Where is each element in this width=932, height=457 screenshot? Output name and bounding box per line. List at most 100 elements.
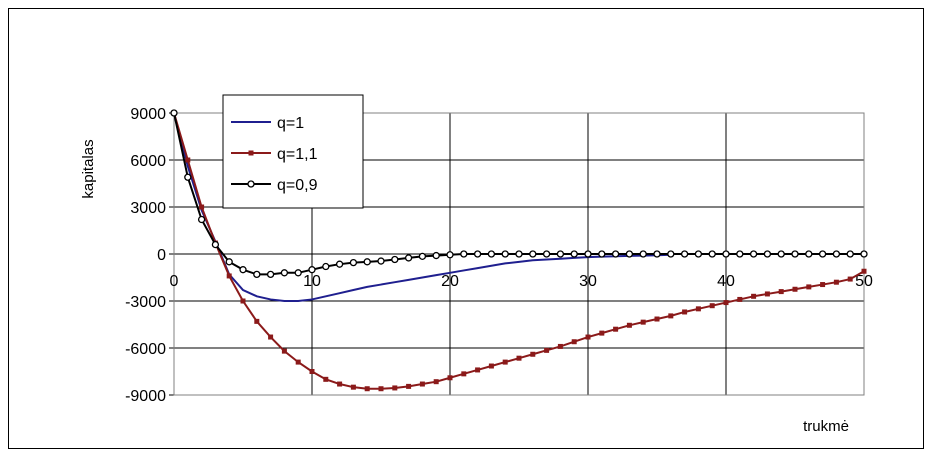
data-point: [846, 250, 854, 258]
data-point: [571, 339, 577, 345]
data-point: [668, 313, 674, 319]
data-point: [488, 363, 494, 369]
data-point: [736, 250, 744, 258]
legend-label: q=1,1: [277, 146, 318, 163]
data-point: [806, 284, 812, 290]
data-point: [501, 250, 509, 258]
data-point: [542, 250, 551, 258]
x-tick-label: 30: [579, 273, 597, 290]
data-point: [544, 347, 550, 353]
data-point: [847, 276, 853, 282]
data-point: [460, 250, 468, 258]
data-point: [475, 367, 481, 373]
data-point: [777, 250, 785, 258]
data-point: [708, 250, 716, 258]
series-layer: [170, 109, 868, 392]
legend-item: q=1,1: [231, 146, 318, 163]
data-point: [792, 286, 798, 292]
data-point: [406, 383, 412, 389]
data-point: [832, 250, 841, 258]
data-point: [818, 250, 827, 258]
legend-item: q=0,9: [231, 177, 318, 194]
data-point: [737, 296, 743, 302]
data-point: [584, 250, 592, 258]
data-point: [322, 262, 330, 271]
y-tick-label: -3000: [125, 294, 166, 311]
data-point: [247, 180, 255, 188]
data-point: [653, 250, 661, 258]
data-point: [833, 279, 839, 285]
data-point: [861, 268, 867, 274]
data-point: [199, 204, 205, 210]
data-point: [185, 157, 191, 163]
y-tick-label: 9000: [130, 106, 166, 123]
legend-label: q=1: [277, 115, 304, 132]
data-point: [515, 250, 523, 258]
chart-frame: 9000 6000 3000 0 -3000 -6000 -9000 0 10 20 30 40 50…: [8, 8, 924, 449]
data-point: [639, 250, 647, 258]
data-point: [433, 379, 439, 385]
data-point: [418, 252, 427, 261]
data-point: [377, 257, 385, 265]
data-point: [266, 270, 275, 279]
data-point: [556, 250, 565, 258]
data-point: [294, 269, 302, 277]
data-point: [280, 269, 289, 277]
data-point: [764, 291, 770, 297]
x-tick-label: 20: [441, 273, 459, 290]
data-point: [626, 322, 632, 328]
x-axis-label: trukmė: [803, 418, 849, 435]
data-point: [392, 385, 398, 391]
data-point: [611, 250, 620, 258]
data-point: [530, 351, 536, 357]
data-point: [820, 282, 826, 288]
data-point: [184, 173, 192, 181]
data-point: [323, 376, 329, 382]
data-point: [197, 215, 206, 224]
x-tick-labels: 0 10 20 30 40 50: [170, 273, 873, 290]
data-point: [337, 381, 343, 387]
y-tick-label: 6000: [130, 153, 166, 170]
data-point: [529, 250, 537, 258]
legend-item: q=1: [231, 115, 304, 132]
data-point: [254, 318, 260, 324]
data-point: [598, 250, 606, 258]
data-point: [640, 319, 646, 325]
data-point: [404, 254, 413, 262]
data-point: [667, 250, 675, 258]
data-point: [308, 266, 316, 274]
y-axis-label: kapitalas: [80, 139, 97, 198]
y-tick-labels: 9000 6000 3000 0 -3000 -6000 -9000: [125, 106, 166, 405]
data-point: [613, 326, 619, 332]
data-point: [239, 266, 247, 274]
data-point: [295, 359, 301, 365]
data-point: [248, 150, 254, 156]
data-point: [585, 334, 591, 340]
data-point: [654, 316, 660, 322]
series-q=0,9: [170, 109, 868, 279]
data-point: [378, 386, 384, 392]
data-point: [447, 375, 453, 381]
data-point: [860, 250, 868, 258]
data-point: [281, 348, 287, 354]
data-point: [391, 255, 399, 264]
data-point: [211, 240, 220, 249]
data-point: [570, 250, 578, 258]
data-point: [240, 298, 246, 304]
x-tick-label: 10: [303, 273, 321, 290]
data-point: [805, 250, 813, 258]
legend-label: q=0,9: [277, 177, 318, 194]
data-point: [778, 289, 784, 295]
y-tick-label: 3000: [130, 200, 166, 217]
data-point: [268, 334, 274, 340]
data-point: [749, 250, 758, 258]
data-point: [791, 250, 799, 258]
data-point: [487, 250, 496, 258]
data-point: [709, 303, 715, 309]
data-point: [751, 293, 757, 299]
x-tick-label: 50: [855, 273, 873, 290]
data-point: [502, 359, 508, 365]
data-point: [723, 300, 729, 306]
data-point: [309, 369, 315, 374]
